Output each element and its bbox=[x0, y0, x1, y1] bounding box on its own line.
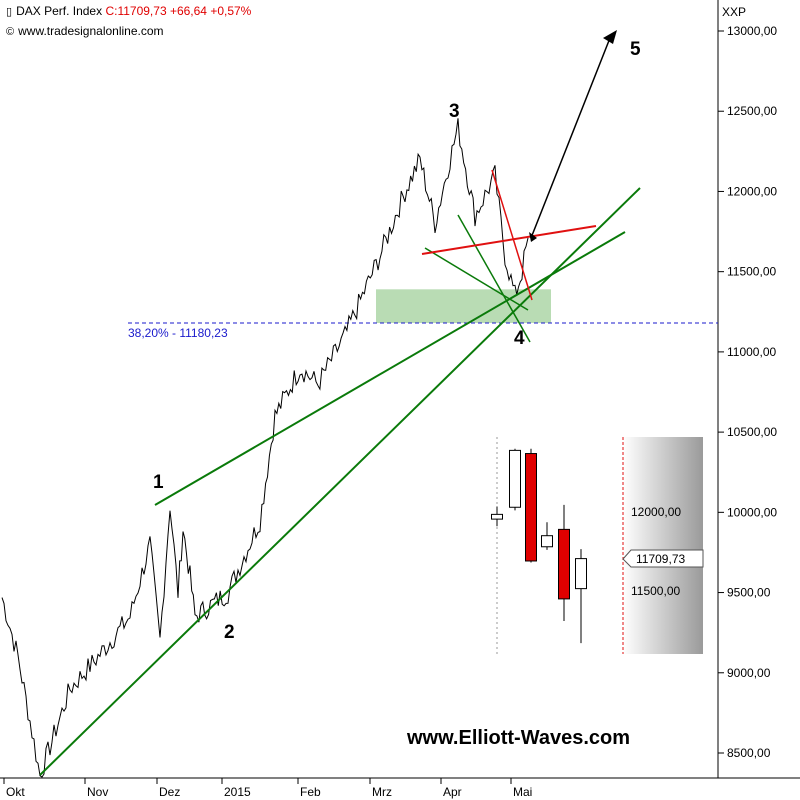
copyright-icon: © bbox=[6, 26, 15, 38]
y-tick-label: 12500,00 bbox=[727, 104, 777, 118]
downtrend-line bbox=[491, 169, 533, 301]
wave4-diagonal-line bbox=[457, 214, 531, 343]
wave-label-3: 3 bbox=[449, 101, 460, 122]
wave5-projection-line bbox=[530, 37, 611, 239]
last-price-label: 11709,73 bbox=[636, 552, 685, 566]
x-tick-label: Okt bbox=[6, 785, 25, 799]
watermark: www.Elliott-Waves.com bbox=[406, 727, 630, 749]
x-tick-label: 2015 bbox=[224, 785, 251, 799]
inset-axis-panel bbox=[623, 437, 703, 654]
y-tick-label: 10500,00 bbox=[727, 425, 777, 439]
x-tick-label: Dez bbox=[159, 785, 180, 799]
resistance-line bbox=[421, 225, 597, 255]
wave-label-2: 2 bbox=[224, 622, 235, 643]
y-axis-ticks: 13000,00 12500,00 12000,00 11500,00 11000,00… bbox=[718, 24, 777, 760]
arrowhead-icon bbox=[603, 30, 617, 44]
wave-label-4: 4 bbox=[514, 328, 525, 349]
x-tick-label: Nov bbox=[87, 785, 108, 799]
x-axis-ticks: Okt Nov Dez 2015 Feb Mrz Apr Mai bbox=[3, 778, 532, 799]
inset-tick-12000: 12000,00 bbox=[631, 505, 681, 519]
bear-candle bbox=[558, 528, 570, 600]
support-zone bbox=[376, 289, 551, 324]
upper-trendline bbox=[154, 231, 626, 506]
wave-label-1: 1 bbox=[153, 472, 164, 493]
y-tick-label: 11500,00 bbox=[727, 265, 776, 279]
bull-candle bbox=[491, 513, 503, 520]
chart-header: ▯ DAX Perf. Index C:11709,73 +66,64 +0,57… bbox=[6, 4, 251, 18]
fibonacci-label: 38,20% - 11180,23 bbox=[128, 326, 228, 340]
bull-candle bbox=[541, 535, 553, 548]
y-tick-label: 13000,00 bbox=[727, 24, 777, 38]
quote-change: C:11709,73 +66,64 +0,57% bbox=[105, 4, 252, 18]
x-tick-label: Apr bbox=[443, 785, 462, 799]
y-tick-label: 9000,00 bbox=[727, 666, 771, 680]
source-line: © www.tradesignalonline.com bbox=[6, 24, 164, 38]
bull-candle bbox=[509, 449, 521, 508]
y-tick-label: 10000,00 bbox=[727, 505, 777, 519]
wave-label-5: 5 bbox=[630, 39, 641, 60]
arrow-tail-icon bbox=[529, 232, 537, 242]
last-price-marker bbox=[622, 549, 704, 568]
y-tick-label: 8500,00 bbox=[727, 746, 771, 760]
bull-candle bbox=[575, 558, 587, 590]
wave4-channel-line bbox=[424, 247, 529, 311]
y-tick-label: 12000,00 bbox=[727, 184, 777, 198]
lower-trendline bbox=[39, 187, 641, 776]
y-tick-label: 11000,00 bbox=[727, 345, 776, 359]
inset-candles bbox=[491, 448, 587, 644]
price-series-line bbox=[1, 118, 529, 778]
axis-symbol: XXP bbox=[722, 5, 746, 19]
bear-candle bbox=[525, 453, 537, 562]
inset-tick-11500: 11500,00 bbox=[631, 584, 680, 598]
x-tick-label: Feb bbox=[300, 785, 321, 799]
source-url: www.tradesignalonline.com bbox=[18, 24, 164, 38]
candlestick-icon: ▯ bbox=[6, 6, 13, 18]
instrument-name: DAX Perf. Index bbox=[16, 4, 103, 18]
x-tick-label: Mai bbox=[513, 785, 532, 799]
y-tick-label: 9500,00 bbox=[727, 586, 771, 600]
x-tick-label: Mrz bbox=[372, 785, 392, 799]
